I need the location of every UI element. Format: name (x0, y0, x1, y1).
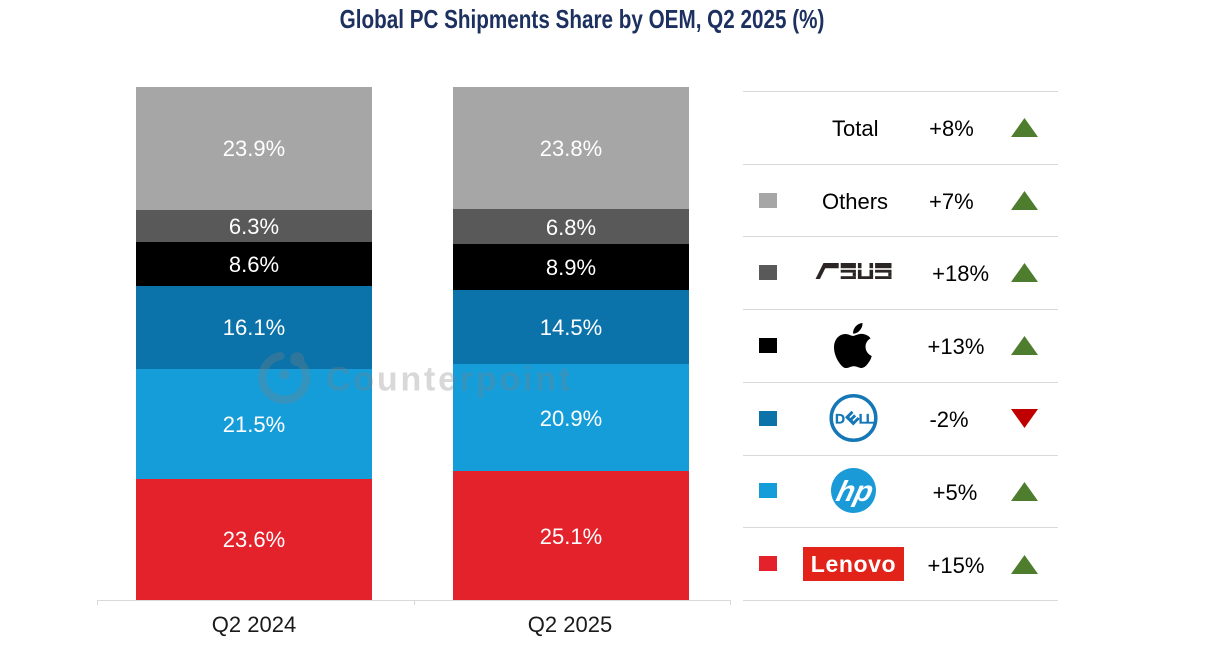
svg-text:LL: LL (859, 411, 875, 427)
svg-text:Counterpoint: Counterpoint (326, 361, 573, 399)
svg-text:hp: hp (833, 475, 876, 507)
svg-text:D: D (835, 411, 845, 427)
